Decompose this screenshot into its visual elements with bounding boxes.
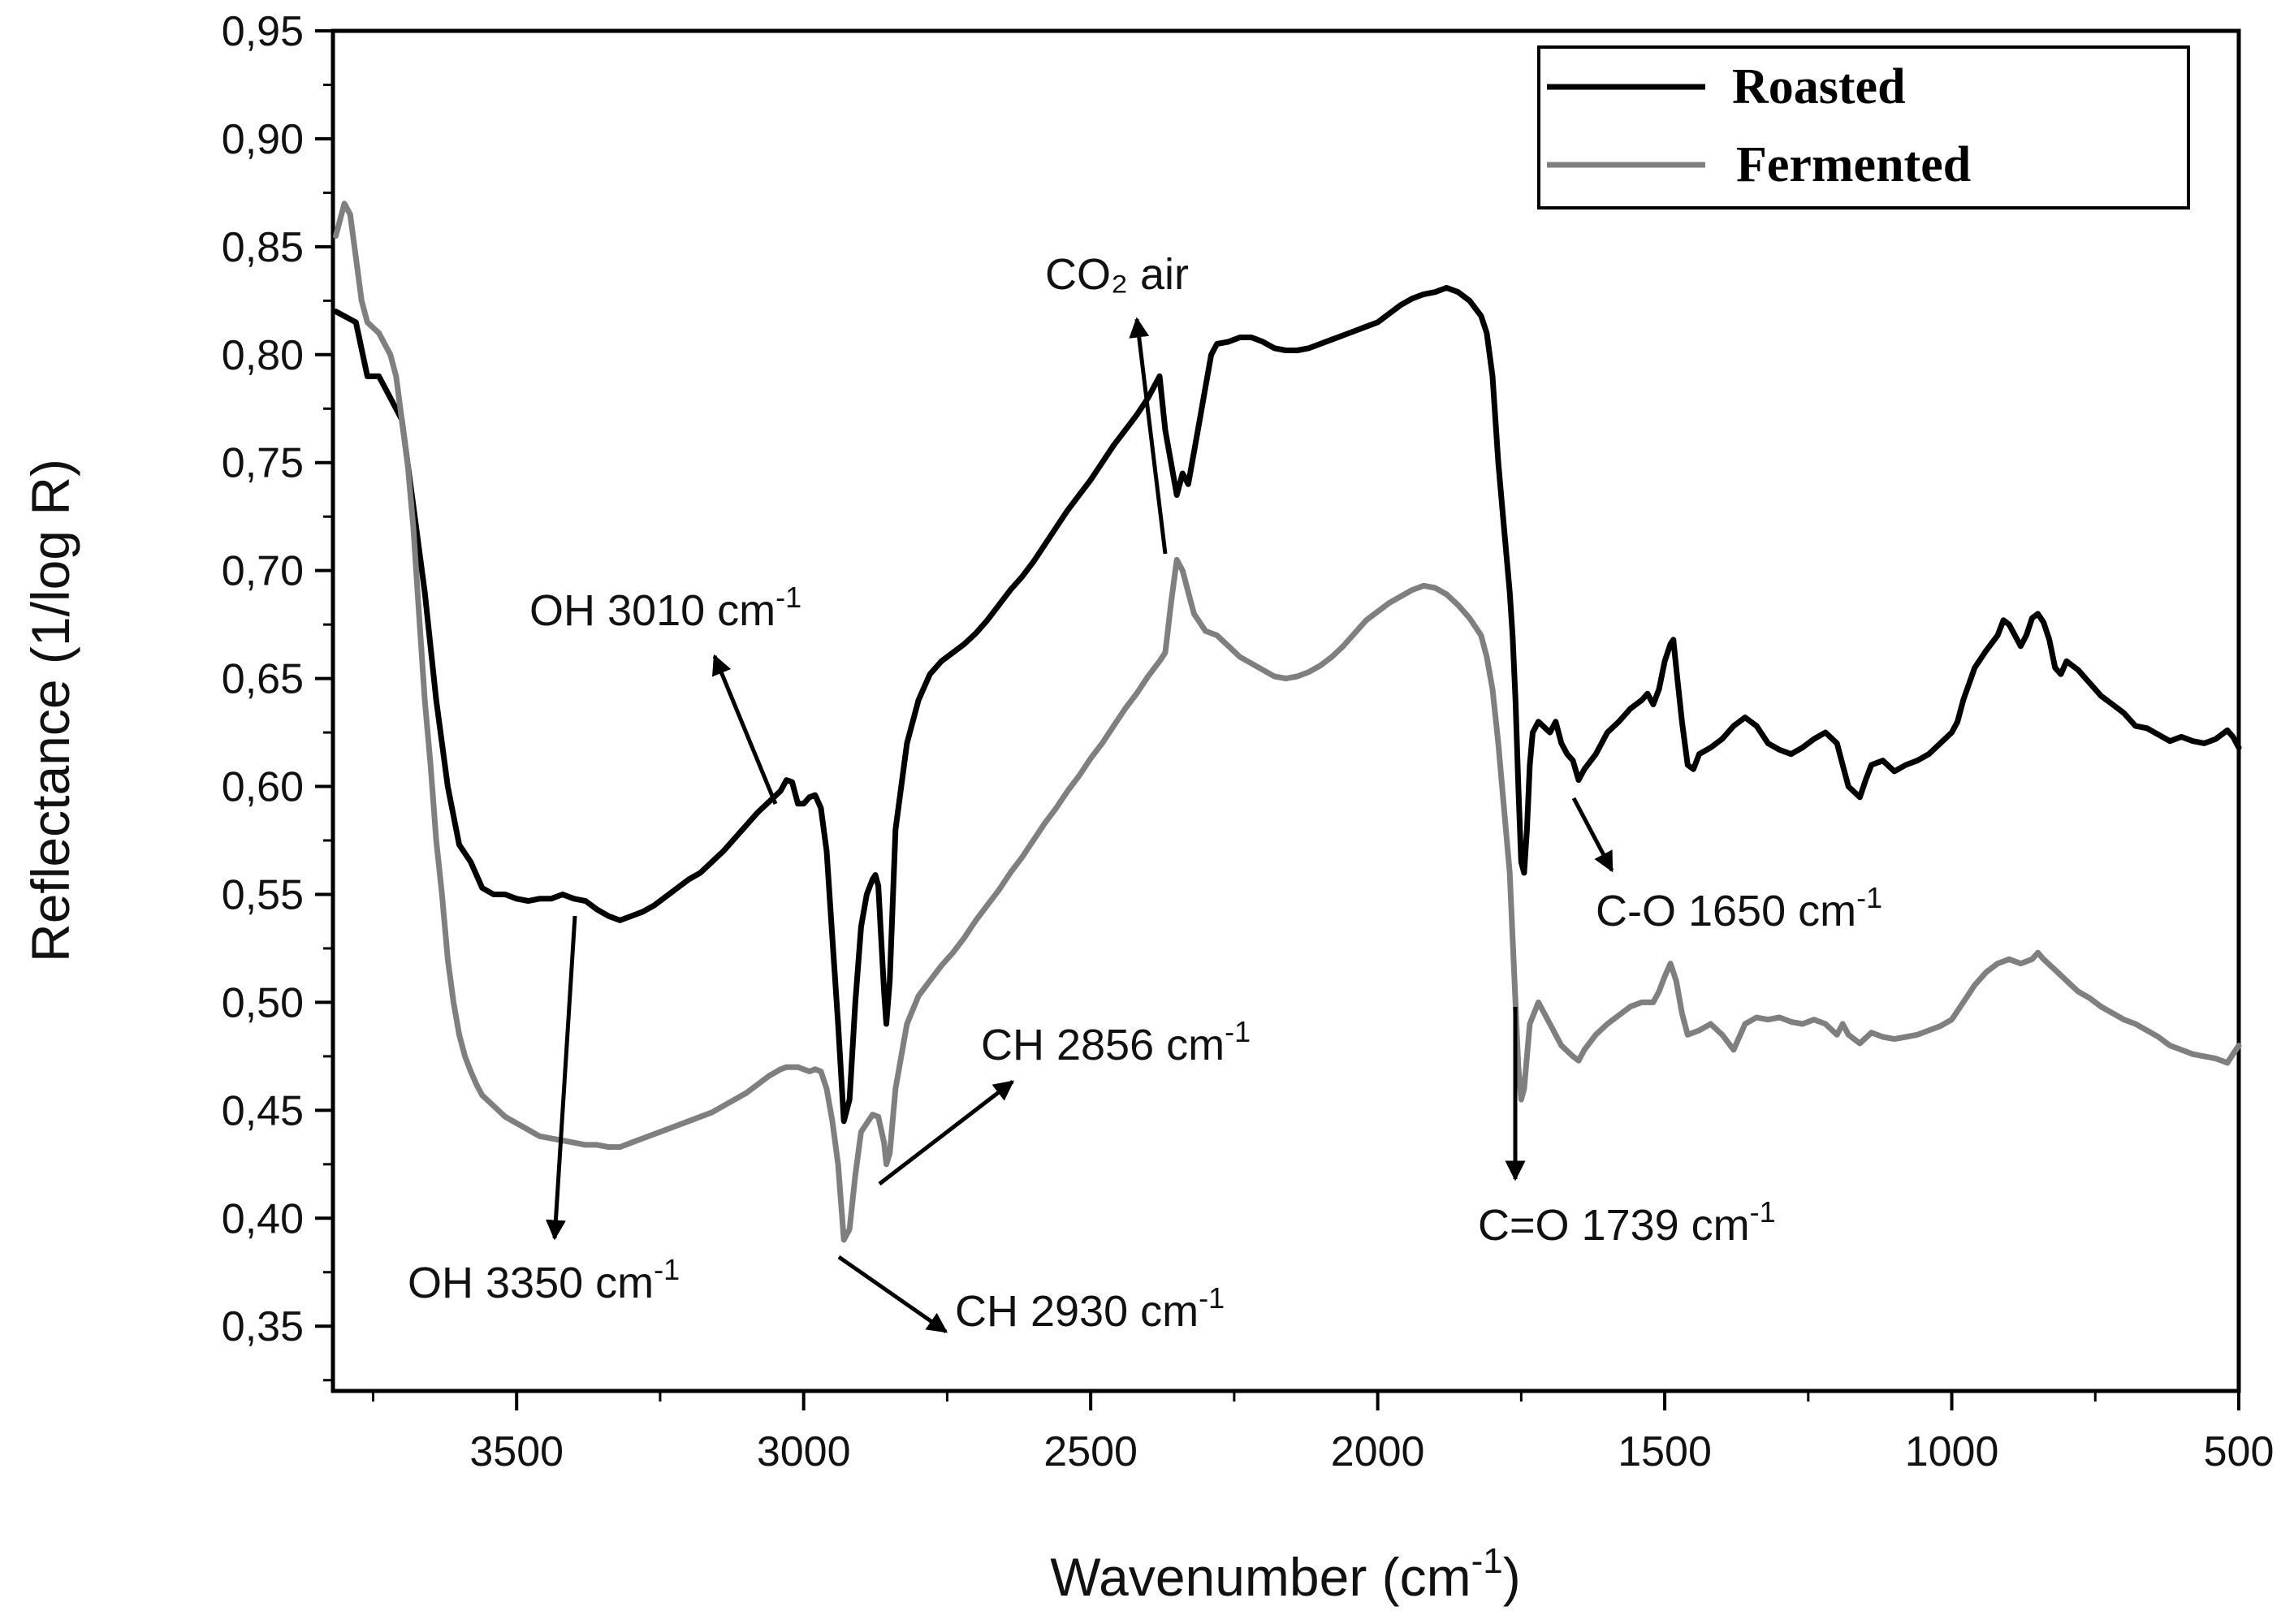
series-line-roasted: [333, 284, 2242, 1125]
y-tick-label: 0,70: [222, 548, 304, 595]
label-ch-2856: CH 2856 cm-1: [981, 1015, 1251, 1069]
legend-box: [1537, 45, 2190, 209]
axis-ticks: 0,35 0,40 0,45 0,50 0,55 0,60 0,65 0,70 0,75 0,80…: [222, 8, 2275, 1475]
y-tick-label: 0,75: [222, 440, 304, 487]
arrow-ch-2856: [878, 1080, 1014, 1186]
y-tick-label: 0,40: [222, 1195, 304, 1242]
arrow-ch-2930: [837, 1255, 948, 1334]
label-oh-3350: OH 3350 cm-1: [408, 1253, 680, 1307]
y-tick-label: 0,90: [222, 116, 304, 163]
y-tick-label: 0,45: [222, 1087, 304, 1134]
x-tick-label: 3000: [757, 1428, 851, 1475]
x-axis-title: Wavenumber (cm-1): [1050, 1541, 1520, 1607]
y-tick-label: 0,55: [222, 871, 304, 918]
x-tick-label: 1500: [1618, 1428, 1712, 1475]
y-tick-label: 0,80: [222, 332, 304, 379]
y-tick-label: 0,85: [222, 224, 304, 271]
x-tick-label: 2000: [1331, 1428, 1425, 1475]
annotation-arrows: [545, 317, 1614, 1334]
series-layer: [333, 201, 2242, 1243]
arrow-oh-3010: [712, 654, 778, 805]
y-tick-label: 0,35: [222, 1303, 304, 1350]
x-tick-label: 500: [2204, 1428, 2275, 1475]
legend: Roasted Fermented: [1537, 45, 2190, 209]
annotation-labels: OH 3010 cm-1 CO₂ air CH 2856 cm-1 CH 293…: [408, 250, 1882, 1336]
x-tick-label: 2500: [1043, 1428, 1138, 1475]
label-co2-air: CO₂ air: [1045, 250, 1189, 299]
arrow-co2-air: [1129, 317, 1168, 555]
legend-label-roasted: Roasted: [1732, 59, 1906, 114]
y-tick-label: 0,60: [222, 764, 304, 811]
label-co-1739: C=O 1739 cm-1: [1478, 1195, 1776, 1250]
plot-frame: [330, 28, 2241, 1393]
y-tick-label: 0,50: [222, 979, 304, 1026]
label-oh-3010: OH 3010 cm-1: [529, 581, 801, 635]
legend-label-fermented: Fermented: [1736, 137, 1971, 192]
label-co-1650: C-O 1650 cm-1: [1596, 881, 1882, 935]
x-tick-label: 1000: [1905, 1428, 1999, 1475]
arrow-co-1650: [1571, 797, 1614, 873]
y-tick-label: 0,95: [222, 8, 304, 55]
label-ch-2930: CH 2930 cm-1: [955, 1281, 1225, 1336]
arrow-oh-3350: [545, 915, 577, 1241]
series-line-fermented: [333, 201, 2242, 1243]
y-axis-title: Reflectance (1/log R): [20, 459, 80, 962]
x-tick-label: 3500: [469, 1428, 564, 1475]
y-tick-label: 0,65: [222, 656, 304, 703]
